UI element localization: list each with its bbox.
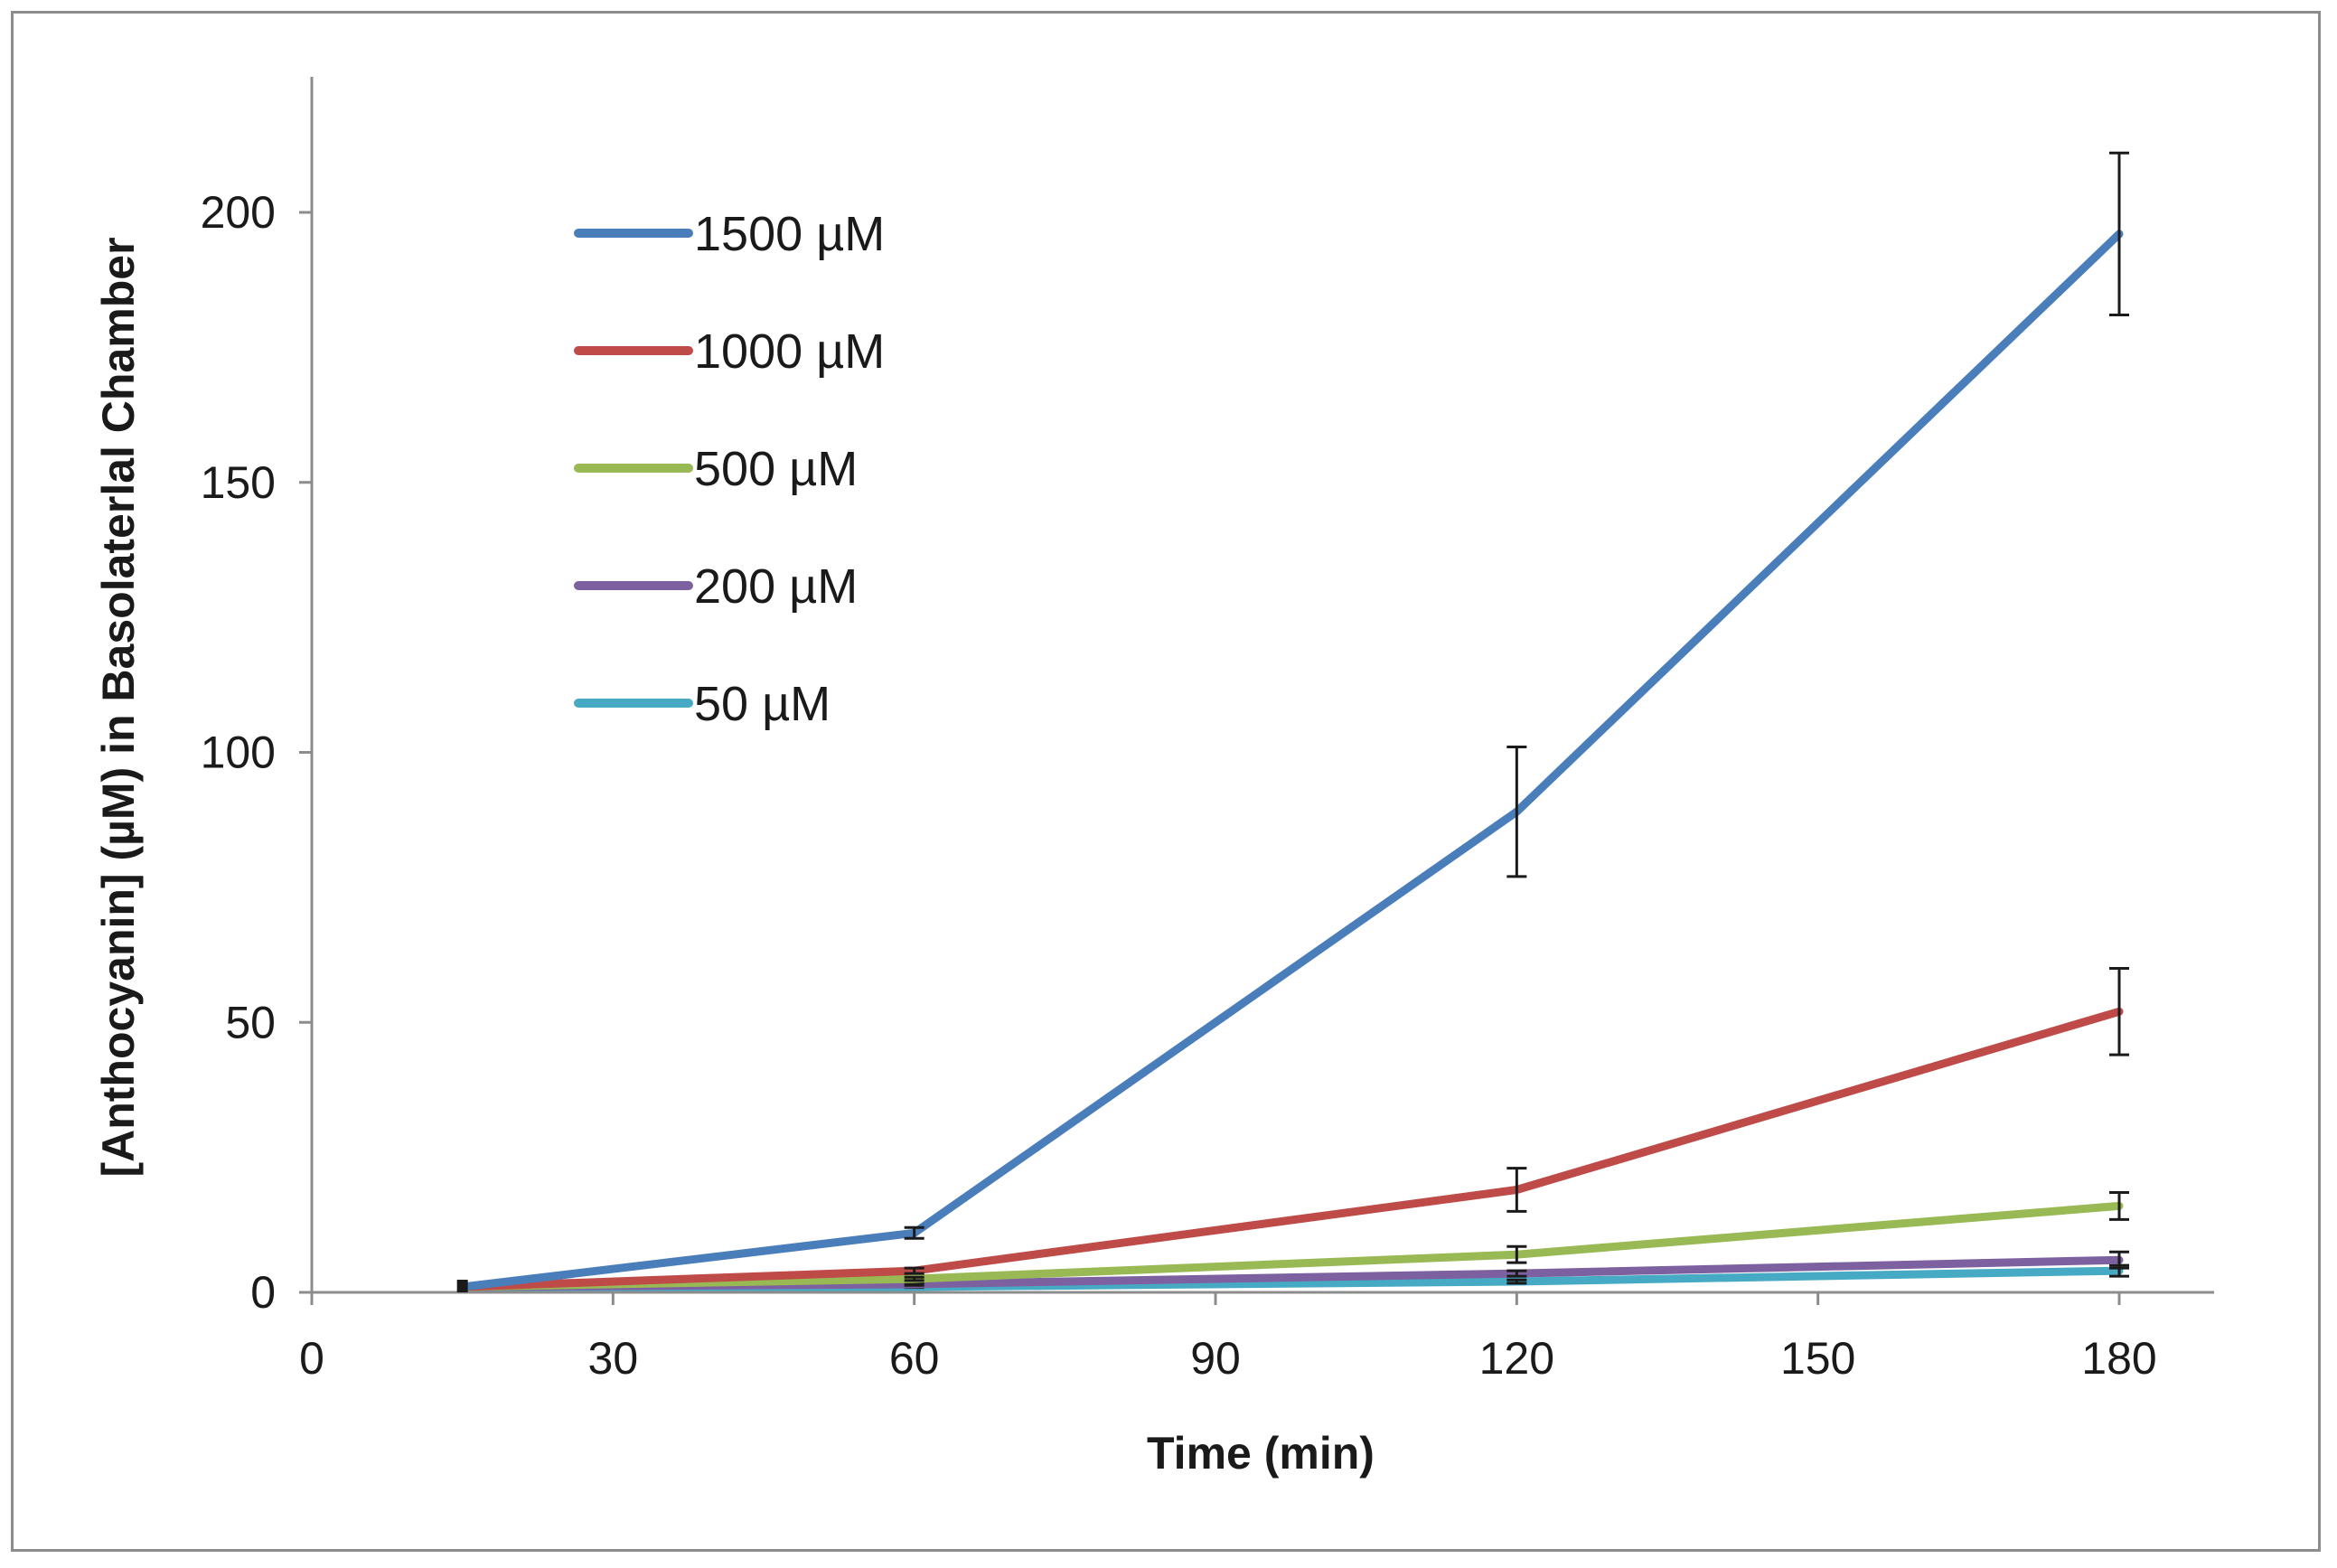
y-tick-label: 0 bbox=[250, 1267, 276, 1318]
error-bar bbox=[1506, 746, 1527, 878]
legend-item[interactable]: 500 µM bbox=[574, 442, 858, 496]
legend-label: 50 µM bbox=[694, 677, 831, 731]
y-tick-label: 50 bbox=[225, 997, 276, 1047]
series-layer bbox=[456, 151, 2129, 1293]
legend-label: 200 µM bbox=[694, 559, 858, 614]
error-bar bbox=[1506, 1278, 1527, 1285]
error-bar bbox=[1506, 1269, 1527, 1278]
error-bar bbox=[1506, 1244, 1527, 1264]
error-bar bbox=[1506, 1167, 1527, 1213]
error-bar bbox=[2109, 967, 2129, 1056]
legend-item[interactable]: 200 µM bbox=[574, 559, 858, 614]
chart-frame bbox=[11, 11, 2321, 1552]
x-axis-title: Time (min) bbox=[1147, 1428, 1375, 1479]
error-bar bbox=[904, 1275, 924, 1282]
start-marker bbox=[456, 1280, 468, 1293]
legend-label: 1500 µM bbox=[694, 207, 885, 261]
error-bar bbox=[2109, 1250, 2129, 1270]
axes: 0 50 100 150 200 0 30 60 90 120 150 180 bbox=[201, 77, 2214, 1384]
legend-item[interactable]: 1000 µM bbox=[574, 324, 885, 379]
y-tick-label: 200 bbox=[201, 187, 276, 238]
x-tick-label: 30 bbox=[588, 1333, 639, 1384]
series-line[interactable] bbox=[458, 1007, 2124, 1291]
error-bar bbox=[904, 1225, 924, 1240]
y-axis-title: [Anthocyanin] (µM) in Basolaterlal Chamb… bbox=[93, 237, 144, 1177]
series-1000-m bbox=[458, 967, 2129, 1291]
x-tick-label: 60 bbox=[889, 1333, 940, 1384]
error-bar bbox=[2109, 1190, 2129, 1221]
legend-label: 500 µM bbox=[694, 442, 858, 496]
x-tick-label: 180 bbox=[2081, 1333, 2156, 1384]
legend-item[interactable]: 1500 µM bbox=[574, 207, 885, 261]
series-line[interactable] bbox=[458, 230, 2124, 1291]
legend-label: 1000 µM bbox=[694, 324, 885, 379]
error-bar bbox=[2109, 151, 2129, 317]
x-tick-label: 150 bbox=[1780, 1333, 1855, 1384]
error-bar bbox=[904, 1282, 924, 1287]
x-tick-label: 90 bbox=[1190, 1333, 1241, 1384]
series-1500-m bbox=[458, 151, 2129, 1291]
x-tick-label: 120 bbox=[1479, 1333, 1554, 1384]
x-tick-label: 0 bbox=[299, 1333, 324, 1384]
y-tick-label: 100 bbox=[201, 728, 276, 778]
error-bar bbox=[904, 1266, 924, 1275]
legend: 1500 µM 1000 µM 500 µM 200 µM 50 µM bbox=[574, 207, 885, 731]
legend-item[interactable]: 50 µM bbox=[574, 677, 831, 731]
y-tick-label: 150 bbox=[201, 457, 276, 508]
